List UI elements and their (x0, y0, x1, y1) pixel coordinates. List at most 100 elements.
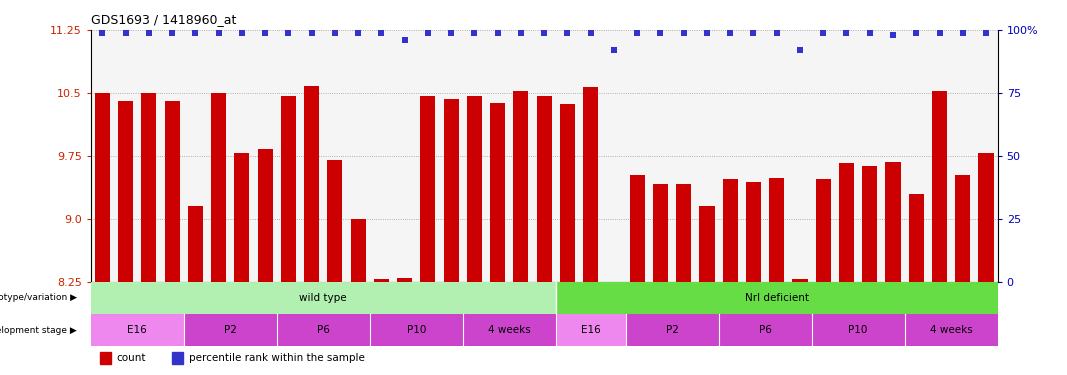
Point (931, 30, 949, 36)
Point (372, 30, 389, 36)
Text: GDS1693 / 1418960_at: GDS1693 / 1418960_at (91, 13, 236, 26)
Bar (630, 175, 644, 282)
Point (210, 30, 227, 36)
Point (605, 47, 622, 53)
Text: P2: P2 (224, 325, 237, 335)
Text: 4 weeks: 4 weeks (929, 325, 972, 335)
Bar (351, 219, 366, 282)
Text: Nrl deficient: Nrl deficient (745, 293, 809, 303)
Point (350, 30, 367, 36)
Bar (397, 278, 412, 282)
Point (675, 30, 692, 36)
Text: percentile rank within the sample: percentile rank within the sample (189, 353, 365, 363)
Point (466, 30, 483, 36)
Bar (862, 166, 877, 282)
Point (327, 30, 344, 36)
Point (94, 30, 111, 36)
Bar (444, 99, 459, 282)
Text: 4 weeks: 4 weeks (488, 325, 530, 335)
Point (559, 30, 576, 36)
Bar (281, 96, 296, 282)
Bar (373, 279, 389, 282)
Bar (812, 314, 905, 346)
Point (861, 30, 878, 36)
Point (838, 30, 855, 36)
Bar (909, 194, 924, 282)
Point (652, 30, 669, 36)
Point (234, 30, 251, 36)
Point (187, 30, 204, 36)
Bar (931, 91, 947, 282)
Text: E16: E16 (580, 325, 601, 335)
Bar (886, 162, 901, 282)
Bar (370, 314, 463, 346)
Bar (173, 352, 184, 364)
Bar (513, 91, 528, 282)
Bar (328, 160, 343, 282)
Text: P10: P10 (407, 325, 426, 335)
Bar (188, 206, 203, 282)
Bar (304, 86, 319, 282)
Point (256, 30, 273, 36)
Point (419, 30, 436, 36)
Point (768, 30, 785, 36)
Point (628, 30, 646, 36)
Point (745, 30, 762, 36)
Point (721, 30, 738, 36)
Bar (91, 282, 556, 314)
Bar (276, 314, 370, 346)
Bar (560, 104, 575, 282)
Text: wild type: wild type (300, 293, 347, 303)
Text: P6: P6 (759, 325, 771, 335)
Bar (718, 314, 812, 346)
Bar (420, 96, 435, 282)
Point (396, 37, 413, 43)
Bar (164, 101, 179, 282)
Point (583, 30, 600, 36)
Bar (793, 279, 808, 282)
Bar (257, 149, 273, 282)
Point (117, 30, 134, 36)
Point (512, 30, 529, 36)
Bar (490, 103, 505, 282)
Point (443, 30, 460, 36)
Point (954, 30, 971, 36)
Text: development stage ▶: development stage ▶ (0, 326, 77, 334)
Bar (235, 153, 250, 282)
Bar (118, 101, 133, 282)
Point (792, 47, 809, 53)
Bar (584, 87, 599, 282)
Bar (211, 93, 226, 282)
Point (977, 30, 994, 36)
Bar (556, 282, 998, 314)
Bar (100, 352, 111, 364)
Point (699, 30, 716, 36)
Text: E16: E16 (127, 325, 147, 335)
Point (140, 30, 157, 36)
Point (303, 30, 320, 36)
Point (489, 30, 506, 36)
Bar (91, 314, 184, 346)
Bar (839, 163, 854, 282)
Point (163, 30, 180, 36)
Bar (625, 314, 718, 346)
Text: genotype/variation ▶: genotype/variation ▶ (0, 294, 77, 303)
Bar (699, 206, 715, 282)
Bar (676, 184, 691, 282)
Point (908, 30, 925, 36)
Bar (467, 96, 482, 282)
Bar (463, 314, 556, 346)
Bar (978, 153, 993, 282)
Point (815, 30, 832, 36)
Text: count: count (116, 353, 145, 363)
Bar (815, 178, 831, 282)
Bar (184, 314, 276, 346)
Point (280, 30, 297, 36)
Bar (95, 93, 110, 282)
Bar (537, 96, 552, 282)
Point (536, 30, 553, 36)
Point (885, 32, 902, 38)
Text: P2: P2 (666, 325, 679, 335)
Text: P6: P6 (317, 325, 330, 335)
Bar (955, 175, 970, 282)
